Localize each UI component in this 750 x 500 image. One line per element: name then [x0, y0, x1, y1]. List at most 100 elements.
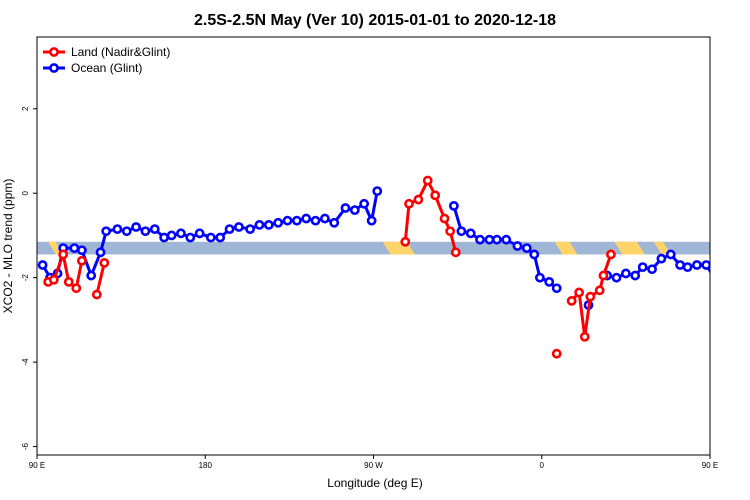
data-point-ocean: [205, 232, 216, 243]
band-ocean: [37, 241, 710, 255]
data-point-ocean: [725, 245, 732, 252]
data-point-ocean: [121, 226, 132, 237]
series-line-land: [740, 254, 750, 288]
data-point-land: [76, 255, 87, 266]
data-point-ocean: [675, 260, 685, 270]
data-point-ocean: [329, 217, 340, 228]
data-point-land: [400, 236, 411, 247]
data-point-ocean: [131, 222, 141, 232]
data-point-ocean: [465, 228, 476, 239]
data-point-ocean: [665, 249, 676, 260]
data-point-ocean: [76, 245, 87, 256]
y-tick-label: -6: [21, 442, 30, 450]
data-point-land: [413, 194, 424, 205]
data-point-ocean: [630, 270, 641, 281]
data-point-ocean: [273, 217, 284, 228]
data-point-ocean: [176, 228, 186, 239]
legend-marker-land: [49, 47, 59, 57]
data-point-ocean: [86, 270, 97, 281]
data-point-ocean: [254, 219, 265, 230]
data-point-ocean: [233, 222, 244, 232]
data-point-ocean: [611, 272, 622, 283]
data-point-land: [574, 287, 585, 298]
data-point-ocean: [149, 224, 160, 235]
data-point-ocean: [529, 249, 540, 260]
x-tick-label: 180: [199, 461, 213, 470]
legend-label-ocean: Ocean (Glint): [71, 61, 142, 75]
data-point-ocean: [734, 245, 741, 252]
data-point-ocean: [544, 276, 555, 287]
data-point-ocean: [740, 247, 747, 254]
data-point-ocean: [512, 241, 523, 251]
data-point-ocean: [310, 215, 321, 226]
y-axis: 2 0 -2 -4 -6: [21, 106, 37, 450]
x-tick-label: 90 E: [702, 461, 718, 470]
data-point-land: [566, 295, 577, 306]
data-point-land: [439, 213, 450, 224]
data-point-ocean: [521, 243, 532, 254]
data-point-ocean: [224, 224, 235, 235]
data-point-ocean: [140, 226, 151, 237]
data-point-land: [594, 285, 605, 296]
data-point-ocean: [37, 260, 48, 270]
data-point-ocean: [194, 228, 205, 239]
data-point-ocean: [340, 203, 351, 213]
data-point-ocean: [475, 234, 485, 245]
data-point-land: [585, 291, 596, 302]
data-point-land: [58, 249, 69, 260]
y-tick-label: 0: [21, 190, 30, 195]
band-land-segment: [554, 241, 578, 255]
y-tick-label: -4: [21, 358, 30, 366]
data-point-land: [48, 274, 59, 285]
data-point-ocean: [159, 232, 170, 243]
x-tick-label: 90 E: [29, 461, 45, 470]
data-point-land: [551, 348, 562, 359]
data-point-land: [430, 190, 441, 201]
x-tick-label: 90 W: [364, 461, 383, 470]
chart-title: 2.5S-2.5N May (Ver 10) 2015-01-01 to 202…: [194, 12, 556, 29]
data-point-ocean: [69, 243, 80, 254]
y-tick-label: 2: [21, 106, 30, 111]
band-layer: [37, 241, 710, 255]
data-point-ocean: [245, 224, 256, 235]
data-point-ocean: [534, 272, 545, 283]
band-land-segment: [614, 241, 645, 255]
data-point-ocean: [185, 232, 196, 243]
y-tick-label: -2: [21, 274, 30, 282]
data-point-ocean: [484, 234, 495, 245]
data-point-ocean: [656, 253, 667, 264]
y-axis-label: XCO2 - MLO trend (ppm): [1, 179, 15, 314]
data-point-ocean: [456, 226, 467, 237]
data-point-ocean: [166, 230, 177, 241]
data-point-ocean: [682, 262, 693, 273]
data-point-ocean: [291, 215, 302, 226]
data-point-ocean: [501, 234, 512, 245]
series-layer: [37, 175, 750, 359]
data-point-land: [445, 226, 456, 237]
band-land-segment: [653, 241, 672, 255]
data-point-land: [736, 280, 743, 287]
legend-marker-ocean: [49, 63, 59, 73]
data-point-ocean: [366, 215, 377, 226]
data-point-ocean: [359, 198, 370, 209]
data-point-land: [91, 289, 102, 300]
data-point-ocean: [301, 213, 312, 224]
data-point-land: [744, 276, 750, 283]
data-point-ocean: [692, 260, 702, 270]
data-point-land: [422, 175, 433, 186]
data-point-ocean: [263, 219, 274, 230]
data-point-land: [450, 247, 461, 258]
data-point-ocean: [719, 270, 726, 277]
data-point-ocean: [620, 268, 631, 279]
data-point-ocean: [112, 224, 123, 235]
data-point-land: [404, 198, 414, 209]
data-point-ocean: [712, 276, 719, 283]
data-point-ocean: [701, 260, 710, 270]
data-point-ocean: [491, 234, 502, 245]
data-point-ocean: [101, 226, 112, 237]
series-line-land: [95, 261, 106, 297]
data-point-land: [63, 276, 74, 287]
legend-label-land: Land (Nadir&Glint): [71, 45, 170, 59]
data-point-ocean: [95, 247, 106, 258]
